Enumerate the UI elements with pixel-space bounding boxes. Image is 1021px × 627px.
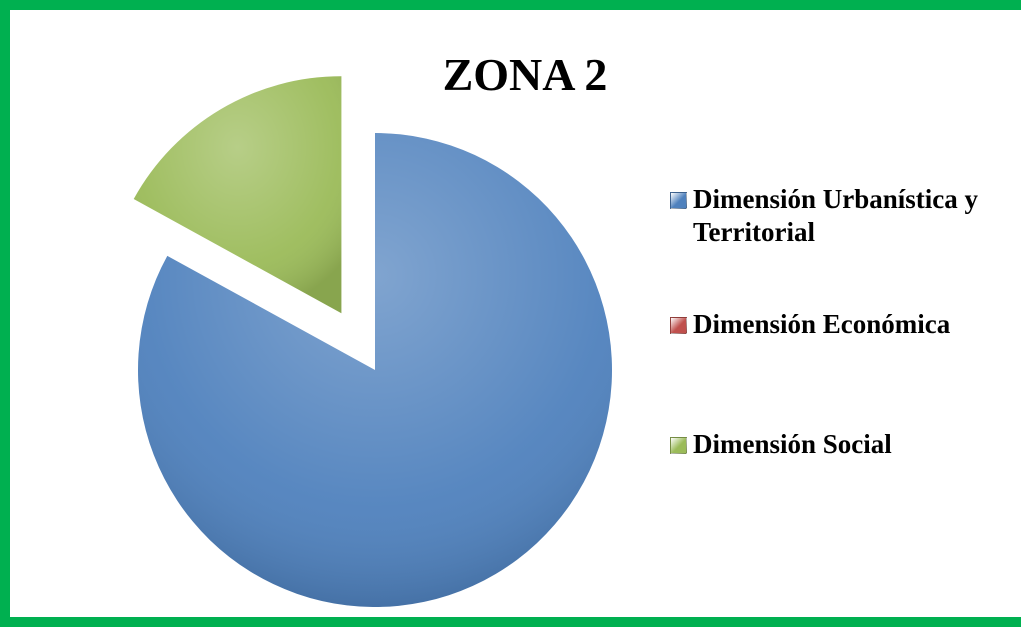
legend-swatch bbox=[670, 192, 687, 209]
slice-group bbox=[167, 255, 375, 370]
legend-item: Dimensión Urbanística y Territorial bbox=[670, 183, 1010, 249]
legend-item: Dimensión Económica bbox=[670, 308, 1010, 341]
slice-shine bbox=[167, 255, 375, 370]
legend-item: Dimensión Social bbox=[670, 428, 1010, 461]
legend-label: Dimensión Urbanística y Territorial bbox=[693, 184, 979, 247]
pie bbox=[133, 76, 612, 607]
legend-swatch bbox=[670, 317, 687, 334]
legend-swatch bbox=[670, 437, 687, 454]
chart-title: ZONA 2 bbox=[443, 49, 608, 100]
slice-shine bbox=[133, 76, 342, 314]
legend-label: Dimensión Económica bbox=[693, 309, 951, 339]
legend-label: Dimensión Social bbox=[693, 429, 892, 459]
slice-group bbox=[133, 76, 342, 314]
